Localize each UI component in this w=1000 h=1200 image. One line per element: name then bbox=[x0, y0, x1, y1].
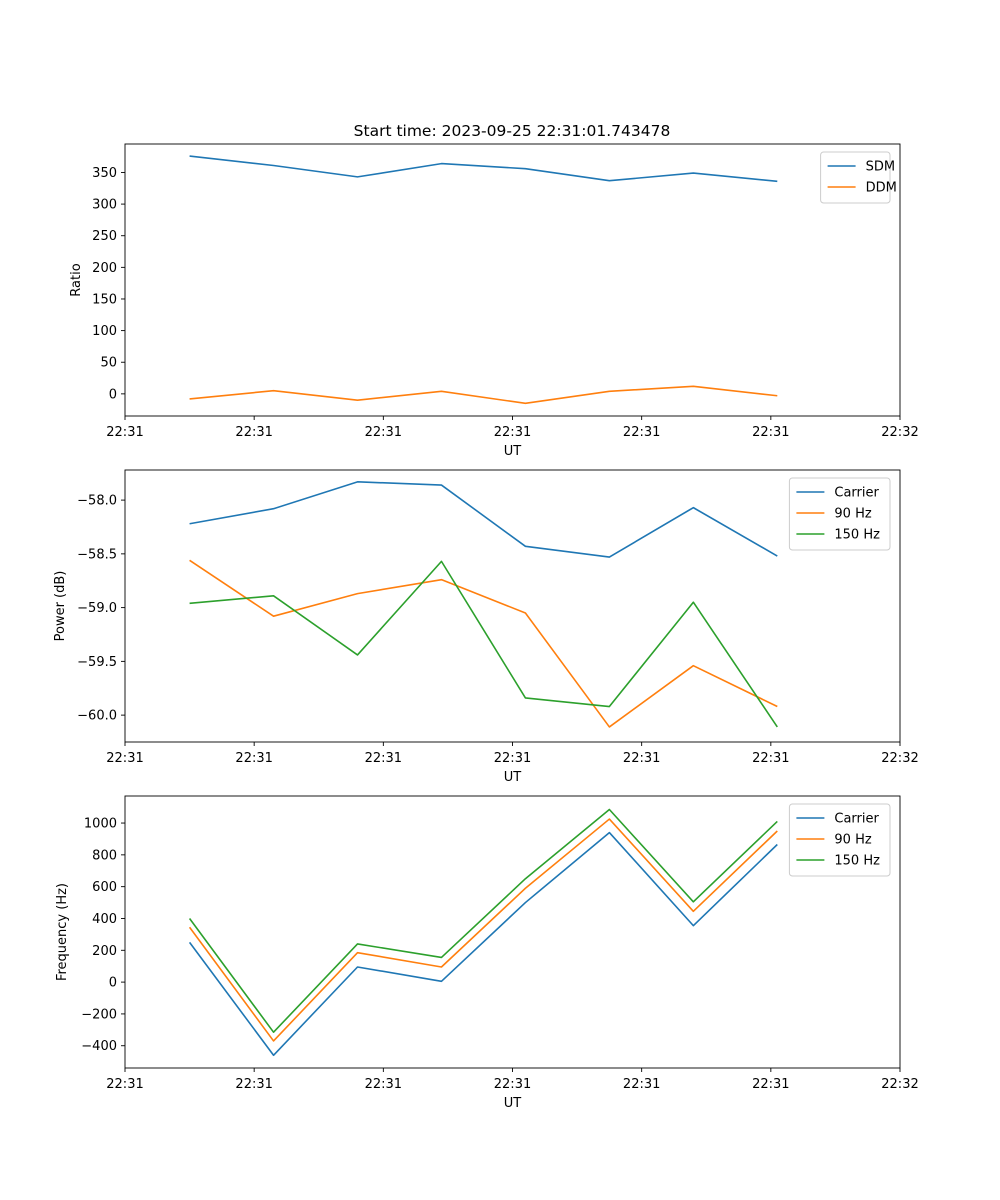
ratio-series-ddm-line bbox=[189, 385, 778, 405]
ratio-x-tick-label: 22:31 bbox=[752, 425, 789, 440]
ratio-legend: SDM DDM bbox=[820, 151, 897, 204]
power-legend-label-90-hz: 90 Hz bbox=[834, 507, 871, 522]
power-legend-label-carrier: Carrier bbox=[834, 486, 879, 501]
power-x-axis-label: UT bbox=[504, 770, 522, 785]
frequency-x-axis-label: UT bbox=[504, 1096, 522, 1111]
power-series-90-hz-line bbox=[189, 559, 778, 728]
ratio-x-tick-label: 22:31 bbox=[235, 425, 272, 440]
power-x-tick-label: 22:32 bbox=[881, 751, 918, 766]
power-y-tick-label: −59.0 bbox=[77, 601, 117, 616]
power-y-tick-label: −58.0 bbox=[77, 494, 117, 509]
frequency-x-tick-label: 22:31 bbox=[235, 1077, 272, 1092]
ratio-y-tick-label: 150 bbox=[92, 292, 117, 307]
power-y-axis-label: Power (dB) bbox=[53, 571, 68, 642]
frequency-x-tick-label: 22:32 bbox=[881, 1077, 918, 1092]
frequency-x-tick-label: 22:31 bbox=[106, 1077, 143, 1092]
frequency-legend: Carrier 90 Hz 150 Hz bbox=[788, 803, 891, 877]
power-x-tick-label: 22:31 bbox=[752, 751, 789, 766]
frequency-legend-label-150-hz: 150 Hz bbox=[834, 854, 880, 869]
ratio-legend-label-sdm: SDM bbox=[866, 160, 895, 175]
ratio-y-tick-label: 200 bbox=[92, 261, 117, 276]
ratio-x-tick-label: 22:31 bbox=[494, 425, 531, 440]
ratio-x-axis-label: UT bbox=[504, 444, 522, 459]
figure-title: Start time: 2023-09-25 22:31:01.743478 bbox=[354, 122, 671, 140]
frequency-series-150-hz-line bbox=[188, 808, 778, 1034]
ratio-x-tick-label: 22:32 bbox=[881, 425, 918, 440]
frequency-y-tick-label: 0 bbox=[109, 976, 117, 991]
power-y-tick-label: −60.0 bbox=[77, 709, 117, 724]
frequency-y-tick-label: 600 bbox=[92, 880, 117, 895]
ratio-x-tick-label: 22:31 bbox=[365, 425, 402, 440]
ratio-y-tick-label: 300 bbox=[92, 198, 117, 213]
ratio-x-tick-label: 22:31 bbox=[106, 425, 143, 440]
frequency-legend-label-carrier: Carrier bbox=[834, 812, 879, 827]
frequency-y-tick-label: 200 bbox=[92, 944, 117, 959]
ratio-panel: 22:31 22:31 22:31 22:31 22:31 22:31 22:32 0 50 10… bbox=[69, 143, 919, 459]
ratio-y-tick-label: 50 bbox=[100, 356, 117, 371]
frequency-y-tick-label: −200 bbox=[81, 1007, 117, 1022]
frequency-y-tick-label: −400 bbox=[81, 1039, 117, 1054]
frequency-y-tick-label: 1000 bbox=[84, 817, 117, 832]
frequency-series-carrier-line bbox=[188, 831, 778, 1057]
power-legend-box bbox=[788, 477, 891, 551]
power-x-tick-label: 22:31 bbox=[623, 751, 660, 766]
power-x-tick-label: 22:31 bbox=[235, 751, 272, 766]
ratio-legend-label-ddm: DDM bbox=[866, 181, 897, 196]
ratio-y-tick-label: 350 bbox=[92, 166, 117, 181]
power-panel: 22:31 22:31 22:31 22:31 22:31 22:31 22:32 −60.0… bbox=[53, 469, 919, 785]
ratio-y-axis-label: Ratio bbox=[69, 263, 84, 296]
power-series-carrier-line bbox=[189, 481, 778, 558]
ratio-x-tick-label: 22:31 bbox=[623, 425, 660, 440]
power-series-150-hz-line bbox=[189, 560, 778, 728]
power-x-tick-label: 22:31 bbox=[365, 751, 402, 766]
ratio-series-sdm-line bbox=[189, 155, 778, 183]
power-x-tick-label: 22:31 bbox=[494, 751, 531, 766]
ratio-y-tick-label: 0 bbox=[109, 387, 117, 402]
frequency-legend-label-90-hz: 90 Hz bbox=[834, 833, 871, 848]
frequency-series-90-hz-line bbox=[188, 818, 778, 1042]
ratio-y-tick-label: 100 bbox=[92, 324, 117, 339]
frequency-x-tick-label: 22:31 bbox=[494, 1077, 531, 1092]
power-y-tick-label: −58.5 bbox=[77, 547, 117, 562]
ratio-y-tick-label: 250 bbox=[92, 229, 117, 244]
frequency-panel: 22:31 22:31 22:31 22:31 22:31 22:31 22:32 −400 −… bbox=[55, 795, 919, 1111]
frequency-x-tick-label: 22:31 bbox=[365, 1077, 402, 1092]
frequency-legend-box bbox=[788, 803, 891, 877]
power-x-tick-label: 22:31 bbox=[106, 751, 143, 766]
frequency-x-tick-label: 22:31 bbox=[623, 1077, 660, 1092]
frequency-x-tick-label: 22:31 bbox=[752, 1077, 789, 1092]
power-legend-label-150-hz: 150 Hz bbox=[834, 528, 880, 543]
power-y-tick-label: −59.5 bbox=[77, 655, 117, 670]
frequency-y-tick-label: 400 bbox=[92, 912, 117, 927]
ratio-legend-box bbox=[820, 151, 891, 204]
frequency-y-tick-label: 800 bbox=[92, 848, 117, 863]
frequency-y-axis-label: Frequency (Hz) bbox=[55, 883, 70, 981]
power-legend: Carrier 90 Hz 150 Hz bbox=[788, 477, 891, 551]
